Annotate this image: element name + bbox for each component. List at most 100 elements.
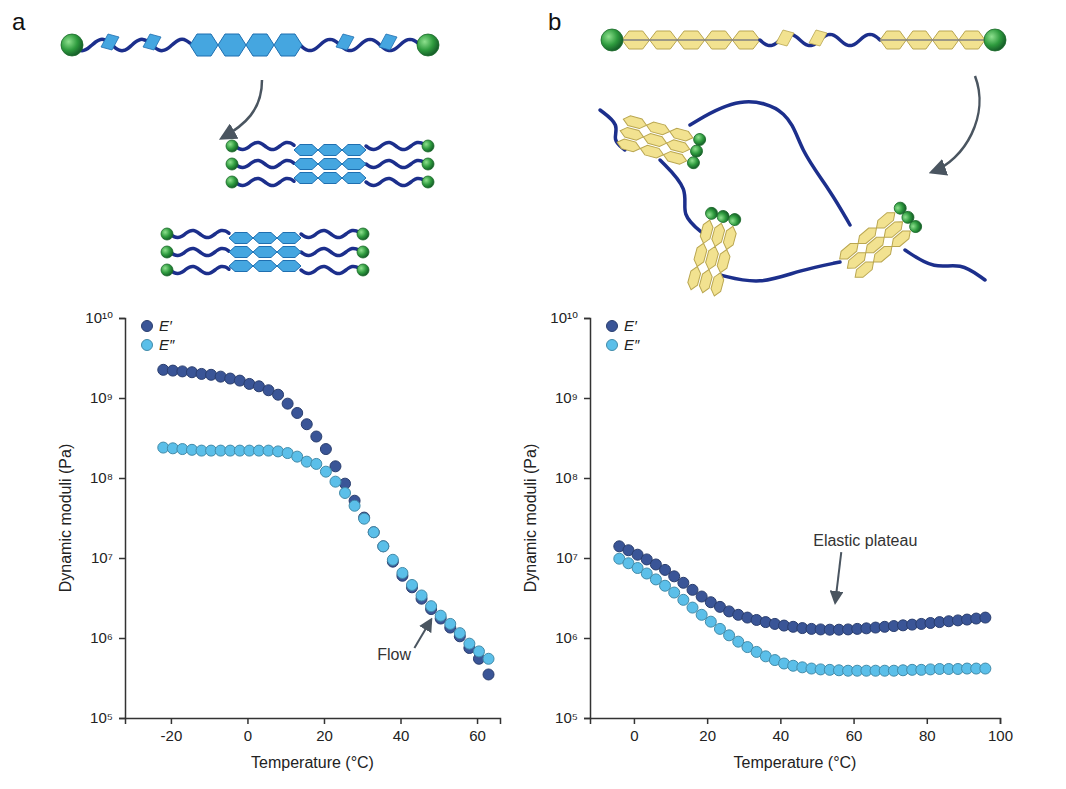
cartoon-a <box>61 34 439 276</box>
chain <box>170 266 229 273</box>
legend-item: E″ <box>142 336 176 353</box>
chain <box>720 262 840 281</box>
series <box>158 364 494 680</box>
chain <box>235 178 294 185</box>
end-group <box>686 155 701 170</box>
motif-block <box>318 159 342 170</box>
motif-block <box>870 243 895 266</box>
motif-block <box>274 34 302 56</box>
ribbon <box>379 34 397 50</box>
y-axis-title: Dynamic moduli (Pa) <box>57 444 74 592</box>
x-axis-title: Temperature (°C) <box>251 754 374 771</box>
x-tick: 80 <box>919 718 936 744</box>
tick-mark <box>584 638 590 640</box>
y-tick: 10⁸ <box>90 469 125 486</box>
x-tick: 0 <box>630 718 638 744</box>
y-tick: 10⁵ <box>90 709 125 726</box>
tick-mark <box>119 478 125 480</box>
chain <box>235 160 294 167</box>
data-point <box>696 609 707 620</box>
legend-item: E″ <box>607 336 641 353</box>
tick-mark <box>584 478 590 480</box>
chain <box>301 248 360 255</box>
process-arrow <box>932 76 979 172</box>
annotation: Flow <box>377 620 431 663</box>
data-point <box>320 444 331 455</box>
plot-area <box>158 364 494 680</box>
legend-label: E′ <box>624 317 638 334</box>
end-group <box>357 264 369 276</box>
annotation: Elastic plateau <box>813 532 917 602</box>
legend-swatch <box>142 340 153 351</box>
motif-block <box>852 258 877 281</box>
data-point <box>340 487 351 498</box>
y-tick: 10⁹ <box>555 389 590 406</box>
motif-stack <box>616 113 707 170</box>
figure: -20020406010⁵10⁶10⁷10⁸10⁹10¹⁰Temperature… <box>0 0 1066 789</box>
tick-label: 10¹⁰ <box>550 309 578 326</box>
axis-line <box>119 319 126 719</box>
data-point <box>397 567 408 578</box>
data-point <box>454 628 465 639</box>
chain <box>905 250 985 280</box>
chain <box>366 178 425 185</box>
series <box>158 442 494 664</box>
ribbon <box>101 34 119 50</box>
motif-block <box>253 261 277 272</box>
motif-stack <box>836 200 924 282</box>
motif-block <box>342 173 366 184</box>
chain <box>301 266 360 273</box>
legend-swatch <box>607 321 618 332</box>
tick-mark <box>171 718 173 724</box>
data-point <box>311 431 322 442</box>
motif-block <box>294 145 318 156</box>
tick-mark <box>634 718 636 724</box>
end-group <box>727 212 742 227</box>
data-point <box>311 458 322 469</box>
y-axis-title: Dynamic moduli (Pa) <box>522 444 539 592</box>
data-point <box>368 527 379 538</box>
tick-mark <box>584 398 590 400</box>
data-point <box>292 407 303 418</box>
tick-mark <box>247 718 249 724</box>
motif-stack <box>685 206 742 297</box>
x-axis: 020406080100 <box>591 718 1014 744</box>
data-point <box>378 541 389 552</box>
x-tick: 0 <box>244 718 252 744</box>
end-group <box>984 29 1006 51</box>
y-axis: 10⁵10⁶10⁷10⁸10⁹10¹⁰ <box>550 309 590 726</box>
end-group <box>692 132 707 147</box>
panel-label: a <box>12 8 26 35</box>
y-tick: 10¹⁰ <box>85 309 125 326</box>
tick-mark <box>477 718 479 724</box>
x-tick: 20 <box>316 718 333 744</box>
annotation-arrow <box>414 620 431 648</box>
motif-block <box>716 248 732 274</box>
end-group <box>422 158 434 170</box>
chain <box>72 39 190 50</box>
data-point <box>406 579 417 590</box>
chain <box>690 102 850 225</box>
chain <box>301 230 360 237</box>
legend-label: E′ <box>159 317 173 334</box>
y-tick: 10⁷ <box>91 549 125 566</box>
data-point <box>980 612 991 623</box>
motif-block <box>277 233 301 244</box>
y-axis: 10⁵10⁶10⁷10⁸10⁹10¹⁰ <box>85 309 125 726</box>
chain <box>235 142 294 149</box>
panel: 02040608010010⁵10⁶10⁷10⁸10⁹10¹⁰Temperatu… <box>522 8 1013 771</box>
tick-label: 10⁸ <box>555 469 578 486</box>
motif-block <box>229 247 253 258</box>
motif-block <box>277 247 301 258</box>
motif-block <box>709 271 725 297</box>
x-tick: 20 <box>699 718 716 744</box>
chain <box>366 142 425 149</box>
tick-label: 100 <box>988 727 1013 744</box>
tick-mark <box>927 718 929 724</box>
data-point <box>678 577 689 588</box>
data-point <box>215 371 226 382</box>
series <box>614 553 991 676</box>
tick-mark <box>119 398 125 400</box>
tick-label: -20 <box>161 727 183 744</box>
x-tick: 60 <box>469 718 486 744</box>
